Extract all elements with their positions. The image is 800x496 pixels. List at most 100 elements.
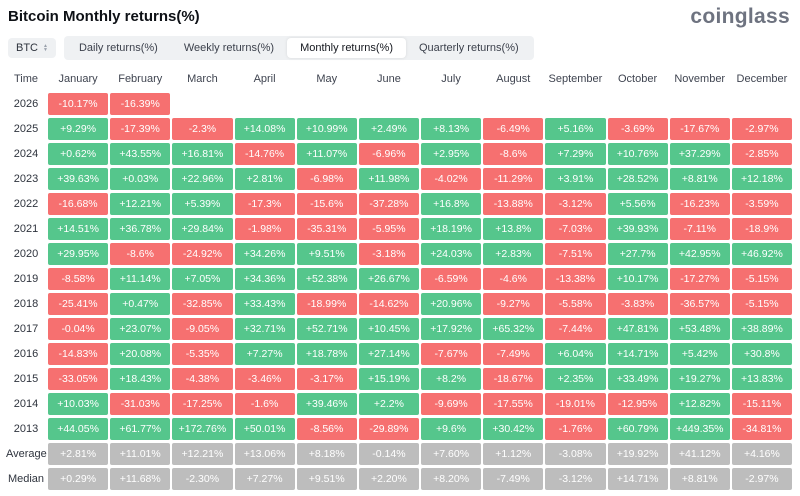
return-cell: -4.02% [421, 168, 482, 190]
return-cell: -13.88% [483, 193, 544, 215]
return-cell: -6.98% [296, 168, 357, 190]
return-cell: +2.2% [358, 393, 419, 415]
return-cell: -15.6% [296, 193, 357, 215]
return-cell: -8.6% [483, 143, 544, 165]
return-cell [483, 93, 543, 115]
return-cell: +27.14% [358, 343, 419, 365]
return-cell: +23.07% [110, 318, 171, 340]
return-cell: -24.92% [172, 243, 233, 265]
return-cell: +18.78% [296, 343, 357, 365]
column-header-february: February [118, 73, 163, 85]
return-cell: +8.2% [421, 368, 482, 390]
return-cell: -4.38% [172, 368, 233, 390]
return-cell: -1.98% [234, 218, 295, 240]
chevron-updown-icon: ▲ ▼ [43, 43, 48, 53]
return-cell: +10.45% [358, 318, 419, 340]
return-cell: +7.27% [234, 343, 295, 365]
returns-tabbar: Daily returns(%) Weekly returns(%) Monthly… [63, 36, 534, 60]
return-cell: +0.29% [48, 468, 109, 490]
return-cell: +11.01% [110, 443, 171, 465]
row-label-2020: 2020 [13, 248, 39, 260]
symbol-selector[interactable]: BTC ▲ ▼ [8, 38, 56, 58]
return-cell: +27.7% [607, 243, 668, 265]
return-cell: +172.76% [172, 418, 233, 440]
return-cell: -3.46% [234, 368, 295, 390]
return-cell: +13.8% [483, 218, 544, 240]
return-cell: +30.8% [731, 343, 792, 365]
row-label-2023: 2023 [13, 173, 39, 185]
return-cell: -8.6% [110, 243, 171, 265]
return-cell: -0.04% [48, 318, 109, 340]
return-cell: -25.41% [48, 293, 109, 315]
return-cell: +2.81% [48, 443, 109, 465]
return-cell: -3.12% [545, 193, 606, 215]
return-cell: -7.49% [483, 343, 544, 365]
tab-quarterly-returns[interactable]: Quarterly returns(%) [419, 42, 519, 54]
return-cell: +7.27% [234, 468, 295, 490]
return-cell: +7.05% [172, 268, 233, 290]
return-cell: -7.49% [483, 468, 544, 490]
return-cell: -7.11% [669, 218, 730, 240]
return-cell: +5.42% [669, 343, 730, 365]
return-cell: +14.51% [48, 218, 109, 240]
return-cell [732, 93, 792, 115]
return-cell: +12.21% [110, 193, 171, 215]
tab-daily-returns[interactable]: Daily returns(%) [78, 42, 158, 54]
row-label-2026: 2026 [13, 98, 39, 110]
return-cell: +10.03% [48, 393, 109, 415]
return-cell: +29.95% [48, 243, 109, 265]
return-cell: -16.39% [110, 93, 171, 115]
return-cell: -7.44% [545, 318, 606, 340]
return-cell: +5.39% [172, 193, 233, 215]
tab-weekly-returns[interactable]: Weekly returns(%) [183, 42, 275, 54]
return-cell: +13.06% [234, 443, 295, 465]
return-cell: +38.89% [731, 318, 792, 340]
return-cell: +5.16% [545, 118, 606, 140]
return-cell: -5.58% [545, 293, 606, 315]
return-cell: -3.18% [358, 243, 419, 265]
return-cell: -15.11% [731, 393, 792, 415]
tab-monthly-returns[interactable]: Monthly returns(%) [287, 38, 406, 58]
row-label-average: Average [6, 448, 47, 460]
return-cell: -35.31% [296, 218, 357, 240]
return-cell: +47.81% [607, 318, 668, 340]
return-cell: +2.20% [358, 468, 419, 490]
return-cell: +33.49% [607, 368, 668, 390]
return-cell: +30.42% [483, 418, 544, 440]
return-cell: -12.95% [607, 393, 668, 415]
return-cell: -32.85% [172, 293, 233, 315]
return-cell: +65.32% [483, 318, 544, 340]
return-cell: -14.62% [358, 293, 419, 315]
return-cell: +14.08% [234, 118, 295, 140]
column-header-april: April [253, 73, 276, 85]
row-label-2025: 2025 [13, 123, 39, 135]
return-cell: -14.83% [48, 343, 109, 365]
return-cell: +28.52% [607, 168, 668, 190]
return-cell: +34.26% [234, 243, 295, 265]
return-cell: +9.6% [421, 418, 482, 440]
return-cell: -13.38% [545, 268, 606, 290]
return-cell: -2.85% [731, 143, 792, 165]
return-cell: +0.03% [110, 168, 171, 190]
column-header-july: July [441, 73, 461, 85]
column-header-march: March [187, 73, 218, 85]
return-cell [421, 93, 481, 115]
row-label-2013: 2013 [13, 423, 39, 435]
return-cell: +39.93% [607, 218, 668, 240]
column-header-august: August [496, 73, 531, 85]
return-cell: +19.92% [607, 443, 668, 465]
return-cell [670, 93, 730, 115]
row-label-2021: 2021 [13, 223, 39, 235]
return-cell: +46.92% [731, 243, 792, 265]
return-cell [608, 93, 668, 115]
return-cell: -5.15% [731, 268, 792, 290]
return-cell: +8.20% [421, 468, 482, 490]
return-cell: +8.81% [669, 468, 730, 490]
return-cell: +5.56% [607, 193, 668, 215]
return-cell: -33.05% [48, 368, 109, 390]
return-cell: +17.92% [421, 318, 482, 340]
return-cell: +0.47% [110, 293, 171, 315]
return-cell: +16.8% [421, 193, 482, 215]
return-cell: -17.39% [110, 118, 171, 140]
return-cell: +43.55% [110, 143, 171, 165]
